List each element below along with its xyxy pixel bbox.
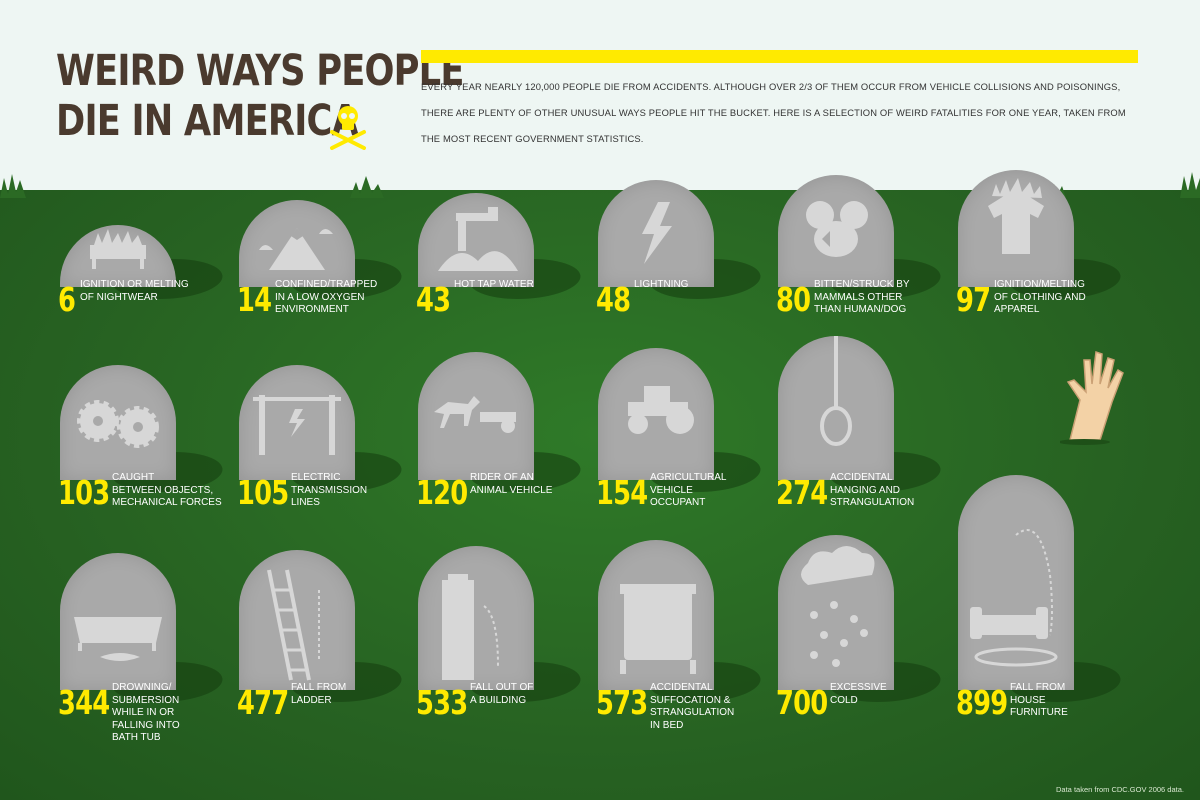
cause-label: Agricultural vehicle occupant bbox=[650, 472, 727, 508]
building-icon bbox=[442, 574, 499, 680]
fatality-count: 14 bbox=[237, 280, 272, 319]
zombie-hand-icon bbox=[1060, 350, 1124, 445]
cause-label: Fall from house furniture bbox=[1010, 682, 1068, 718]
accent-bar bbox=[421, 50, 1138, 63]
tombstone bbox=[418, 352, 534, 480]
cause-label: Hot tap water bbox=[454, 279, 534, 290]
fatality-count: 533 bbox=[416, 683, 468, 722]
fatality-count: 899 bbox=[956, 683, 1008, 722]
tombstone bbox=[239, 365, 355, 480]
sky-background bbox=[0, 0, 1200, 196]
tombstone bbox=[418, 546, 534, 690]
cause-label: Confined/trapped in a low oxygen environ… bbox=[275, 279, 378, 315]
title-line-2: DIE IN AMERICA bbox=[56, 96, 359, 146]
tombstone bbox=[778, 175, 894, 287]
mountain-icon bbox=[259, 228, 333, 270]
tombstone bbox=[778, 336, 894, 480]
fatality-count: 700 bbox=[776, 683, 828, 722]
tombstone bbox=[60, 553, 176, 690]
fatality-count: 80 bbox=[776, 280, 811, 319]
cause-label: Fall out of a building bbox=[470, 682, 534, 706]
tombstone bbox=[418, 193, 534, 287]
cause-label: Accidental suffocation & strangulation i… bbox=[650, 682, 735, 731]
cause-label: Bitten/struck by mammals other than huma… bbox=[814, 279, 910, 315]
fatality-count: 105 bbox=[237, 473, 289, 512]
cause-label: Ignition or melting of nightwear bbox=[80, 279, 189, 303]
fatality-count: 154 bbox=[596, 473, 648, 512]
tractor-icon bbox=[628, 386, 694, 434]
fatality-count: 120 bbox=[416, 473, 468, 512]
fatality-count: 344 bbox=[58, 683, 110, 722]
noose-icon bbox=[820, 336, 852, 446]
tombstone bbox=[598, 180, 714, 287]
fatality-count: 573 bbox=[596, 683, 648, 722]
burning-shirt-icon bbox=[988, 178, 1044, 254]
cause-label: Excessive cold bbox=[830, 682, 887, 706]
fatality-count: 477 bbox=[237, 683, 289, 722]
gears-icon bbox=[77, 400, 159, 448]
cause-label: Drowning/ submersion while in or falling… bbox=[112, 682, 180, 743]
fatality-count: 48 bbox=[596, 280, 631, 319]
faucet-icon bbox=[438, 207, 518, 271]
fatality-count: 97 bbox=[956, 280, 991, 319]
title-line-1: WEIRD WAYS PEOPLE bbox=[56, 46, 464, 96]
fatality-count: 6 bbox=[58, 280, 76, 319]
tombstone bbox=[598, 540, 714, 690]
bed-on-fire-icon bbox=[90, 229, 146, 269]
cause-label: Electric transmission lines bbox=[291, 472, 368, 508]
bed-icon bbox=[620, 584, 696, 674]
cause-label: Ignition/melting of clothing and apparel bbox=[994, 279, 1086, 315]
source-footnote: Data taken from CDC.GOV 2006 data. bbox=[1056, 785, 1184, 794]
tombstone bbox=[239, 200, 355, 287]
horse-cart-icon bbox=[434, 396, 516, 433]
cause-label: Caught between objects, mechanical force… bbox=[112, 472, 222, 508]
skull-crossbones-icon bbox=[330, 106, 366, 150]
tombstone bbox=[958, 475, 1074, 690]
tombstone bbox=[60, 365, 176, 480]
fatality-count: 274 bbox=[776, 473, 828, 512]
fatality-count: 43 bbox=[416, 280, 451, 319]
cause-label: Rider of an animal vehicle bbox=[470, 472, 553, 496]
fatality-count: 103 bbox=[58, 473, 110, 512]
ladder-icon bbox=[267, 569, 320, 681]
tombstone bbox=[958, 170, 1074, 287]
rodent-icon bbox=[806, 201, 868, 257]
tombstone bbox=[239, 550, 355, 690]
page-title: WEIRD WAYS PEOPLE DIE IN AMERICA bbox=[56, 46, 464, 146]
intro-text: Every year nearly 120,000 people die fro… bbox=[421, 81, 1126, 144]
tombstone bbox=[598, 348, 714, 480]
power-lines-icon bbox=[253, 395, 341, 455]
sofa-icon bbox=[970, 529, 1058, 667]
cause-label: Fall from ladder bbox=[291, 682, 347, 706]
lightning-icon bbox=[642, 202, 672, 264]
cause-label: Accidental hanging and strangulation bbox=[830, 472, 915, 508]
tombstone bbox=[60, 225, 176, 287]
cause-label: Lightning bbox=[634, 279, 689, 290]
tombstone bbox=[778, 535, 894, 690]
snow-cloud-icon bbox=[801, 546, 875, 667]
bathtub-icon bbox=[74, 617, 162, 661]
